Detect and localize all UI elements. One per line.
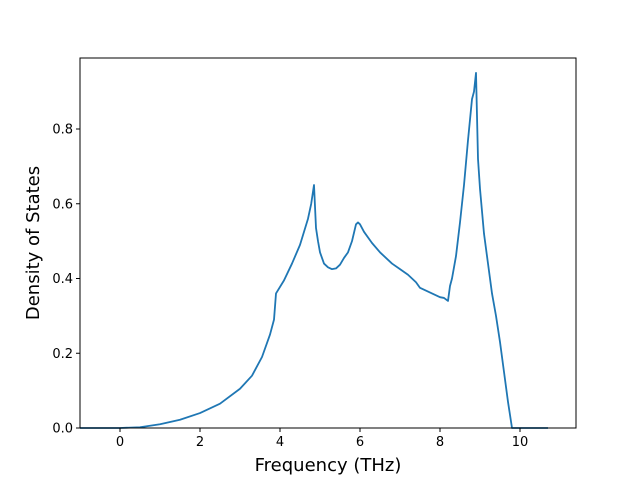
- x-axis-ticks: 0 2 4 6 8 10: [116, 428, 528, 450]
- x-tick-label: 0: [116, 435, 124, 450]
- y-axis-ticks: 0.0 0.2 0.4 0.6 0.8: [52, 123, 80, 437]
- y-tick-label: 0.0: [52, 422, 73, 437]
- dos-series-line-0: [80, 72, 548, 429]
- x-tick-label: 10: [512, 435, 529, 450]
- plot-area: [80, 72, 548, 429]
- x-tick-label: 8: [436, 435, 444, 450]
- y-tick-label: 0.8: [52, 123, 73, 138]
- x-tick-label: 2: [196, 435, 204, 450]
- axes-frame: [79, 57, 577, 429]
- x-axis-label: Frequency (THz): [255, 455, 402, 476]
- x-tick-label: 6: [356, 435, 364, 450]
- y-tick-label: 0.4: [52, 272, 73, 287]
- y-tick-label: 0.6: [52, 197, 73, 212]
- y-axis-label: Density of States: [23, 166, 44, 320]
- y-tick-label: 0.2: [52, 347, 73, 362]
- x-tick-label: 4: [276, 435, 284, 450]
